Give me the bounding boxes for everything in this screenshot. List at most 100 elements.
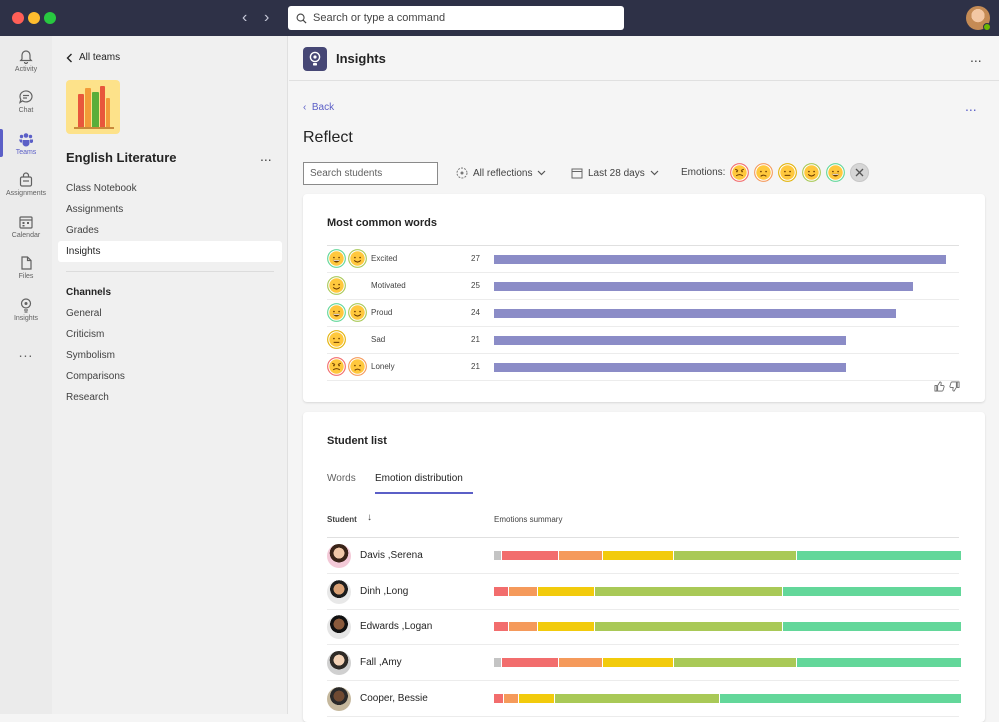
team-more-options-icon[interactable]: ... [260,148,272,164]
rail-item-teams[interactable]: Teams [0,123,52,163]
rail-item-calendar[interactable]: Calendar [0,206,52,246]
student-avatar [327,544,351,568]
word-count: 24 [471,308,480,317]
sidebar-item-assignments[interactable]: Assignments [66,204,124,215]
back-arrow-icon[interactable]: ‹ [242,9,248,26]
channel-general[interactable]: General [66,308,102,319]
emotions-filter-label: Emotions: [681,167,726,178]
rail-item-label: Files [18,273,34,280]
command-search-input[interactable]: Search or type a command [288,6,624,30]
channel-comparisons[interactable]: Comparisons [66,371,125,382]
word-emotions [327,303,367,322]
emotion-filter-sad-icon[interactable] [754,163,773,182]
smile-emoji-icon [348,303,367,322]
clear-emotions-icon[interactable] [850,163,869,182]
app-rail: Activity Chat Teams Assignments Calendar File… [0,36,52,714]
word-emotions [327,330,346,349]
word-emotions [327,276,346,295]
channels-heading: Channels [66,287,112,298]
rail-item-chat[interactable]: Chat [0,82,52,122]
rail-item-label: Activity [14,65,38,73]
student-avatar [327,615,351,640]
student-name[interactable]: Fall ,Amy [360,657,402,669]
student-name[interactable]: Cooper, Bessie [360,692,428,704]
word-label: Sad [371,335,386,344]
minimize-window-button[interactable] [28,12,40,24]
word-table: Excited 27 Motivated 25 Proud 24 Sad 21 Lone… [327,245,959,381]
laugh-emoji-icon [327,249,346,268]
teams-icon [18,131,34,149]
emotion-distribution-bar [494,551,961,560]
close-window-button[interactable] [12,12,24,24]
date-filter-label: Last 28 days [588,167,645,179]
date-filter-dropdown[interactable]: Last 28 days [571,167,659,179]
back-label: Back [311,102,335,113]
neutral-emoji-icon [327,330,346,349]
rail-item-assignments[interactable]: Assignments [0,165,52,205]
sidebar-item-insights[interactable]: Insights [58,241,282,262]
tab-emotion-distribution[interactable]: Emotion distribution [375,473,463,484]
assignments-icon [18,172,34,190]
word-frequency-bar [494,282,913,291]
student-column-header[interactable]: Student [327,515,357,524]
sidebar-item-class-notebook[interactable]: Class Notebook [66,183,137,194]
forward-arrow-icon[interactable]: › [264,9,270,26]
word-count: 21 [471,335,480,344]
rail-item-activity[interactable]: Activity [0,40,52,80]
emotion-filter-neutral-icon[interactable] [778,163,797,182]
student-name[interactable]: Davis ,Serena [360,550,423,561]
rail-item-label: Insights [13,314,39,322]
table-row[interactable]: Edwards ,Logan [327,609,962,646]
thumbs-down-icon[interactable] [949,381,960,395]
student-name[interactable]: Edwards ,Logan [360,621,433,633]
channel-list: General Criticism Symbolism Comparisons Rese… [58,303,282,408]
zoom-window-button[interactable] [44,12,56,24]
tab-words[interactable]: Words [327,473,356,484]
reflection-filter-icon [456,167,468,179]
emotion-segment [559,658,602,668]
search-students-input[interactable]: Search students [303,162,438,185]
sort-down-icon[interactable]: ↓ [367,512,372,523]
more-apps-icon[interactable]: ... [18,344,34,360]
emotion-segment [494,658,502,668]
chevron-down-icon [538,170,546,176]
table-row[interactable]: Dinh ,Long [327,574,962,610]
emotion-segment [673,551,796,560]
header-more-options-icon[interactable]: ... [970,49,982,65]
emotion-distribution-bar [494,622,962,632]
table-row[interactable]: Davis ,Serena [327,538,961,574]
files-icon [18,255,34,273]
chevron-down-icon [650,170,659,176]
main-content: Insights ... ‹ Back ... Reflect Search s… [289,36,999,722]
presence-available-icon [983,23,991,31]
emotion-filter-smile-icon[interactable] [802,163,821,182]
team-sidebar: All teams English Literature ... Class N… [52,36,288,714]
thumbs-up-icon[interactable] [934,381,945,395]
rail-item-files[interactable]: Files [0,248,52,288]
student-list-card: Student list Words Emotion distribution … [303,412,985,722]
word-row: Lonely 21 [327,354,959,381]
table-row[interactable]: Fall ,Amy [327,645,961,682]
emotion-segment [494,693,504,703]
channel-research[interactable]: Research [66,392,109,403]
sidebar-item-grades[interactable]: Grades [66,225,99,236]
search-students-placeholder: Search students [310,168,383,179]
student-name[interactable]: Dinh ,Long [360,585,409,597]
rail-item-insights[interactable]: Insights [0,289,52,329]
emotion-segment [720,693,961,703]
all-teams-link[interactable]: All teams [66,52,120,63]
reflections-filter-dropdown[interactable]: All reflections [456,167,546,179]
word-label: Motivated [371,281,406,290]
emotion-distribution-bar [494,658,961,668]
content-more-options-icon[interactable]: ... [965,98,977,114]
student-list-title: Student list [327,435,387,447]
emotion-distribution-bar [494,586,962,596]
emotion-filter-laugh-icon[interactable] [826,163,845,182]
back-link[interactable]: ‹ Back [303,102,335,113]
reflections-filter-label: All reflections [473,167,533,179]
emotion-filter-angry-icon[interactable] [730,163,749,182]
user-avatar[interactable] [966,6,991,31]
table-row[interactable]: Cooper, Bessie [327,681,961,717]
channel-symbolism[interactable]: Symbolism [66,350,115,361]
channel-criticism[interactable]: Criticism [66,329,105,340]
